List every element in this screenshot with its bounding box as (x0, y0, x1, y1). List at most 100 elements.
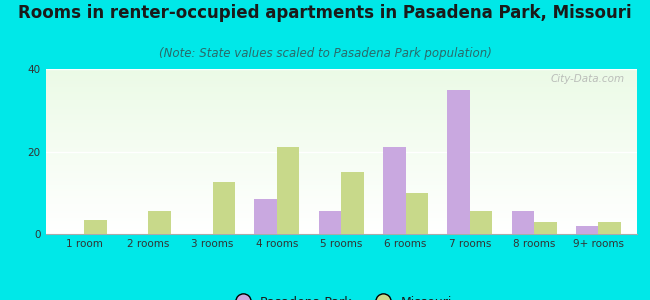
Bar (46, 140, 637, 142)
Bar (383, 147, 406, 234)
Bar (46, 105, 637, 107)
Bar (46, 209, 637, 211)
Bar (46, 72, 637, 74)
Bar (148, 211, 171, 234)
Bar (46, 95, 637, 97)
Bar (46, 153, 637, 155)
Bar (46, 94, 637, 95)
Bar (46, 100, 637, 102)
Bar (46, 226, 637, 227)
Text: (Note: State values scaled to Pasadena Park population): (Note: State values scaled to Pasadena P… (159, 46, 491, 59)
Bar (46, 80, 637, 82)
Bar (46, 137, 637, 138)
Bar (447, 90, 470, 234)
Bar (46, 175, 637, 176)
Bar (46, 82, 637, 84)
Bar (46, 125, 637, 127)
Bar (46, 158, 637, 160)
Bar (599, 222, 621, 234)
Bar (46, 199, 637, 201)
Bar (46, 181, 637, 183)
Bar (46, 133, 637, 135)
Bar (46, 104, 637, 105)
Bar (46, 232, 637, 234)
Bar (46, 229, 637, 231)
Bar (46, 157, 637, 158)
Bar (46, 138, 637, 140)
Bar (46, 201, 637, 203)
Bar (46, 231, 637, 232)
Bar (46, 203, 637, 204)
Bar (46, 109, 637, 110)
Bar (46, 194, 637, 196)
Legend: Pasadena Park, Missouri: Pasadena Park, Missouri (226, 290, 457, 300)
Bar (46, 184, 637, 186)
Bar (46, 227, 637, 229)
Bar (46, 173, 637, 175)
Bar (46, 146, 637, 148)
Bar (46, 163, 637, 165)
Bar (46, 110, 637, 112)
Bar (46, 176, 637, 178)
Bar (46, 85, 637, 87)
Bar (46, 183, 637, 184)
Bar (46, 155, 637, 156)
Bar (46, 130, 637, 132)
Bar (46, 107, 637, 109)
Bar (46, 198, 637, 199)
Bar (46, 168, 637, 170)
Bar (46, 224, 637, 226)
Bar (46, 166, 637, 168)
Bar (406, 193, 428, 234)
Bar (46, 152, 637, 153)
Bar (341, 172, 364, 234)
Bar (512, 211, 534, 234)
Bar (46, 79, 637, 80)
Bar (46, 113, 637, 115)
Bar (470, 211, 492, 234)
Bar (46, 117, 637, 118)
Bar (46, 102, 637, 104)
Bar (277, 147, 300, 234)
Bar (46, 196, 637, 198)
Bar (46, 128, 637, 130)
Bar (46, 112, 637, 113)
Bar (46, 132, 637, 133)
Bar (46, 204, 637, 206)
Text: City-Data.com: City-Data.com (551, 74, 625, 84)
Bar (46, 124, 637, 125)
Bar (46, 122, 637, 124)
Bar (46, 148, 637, 150)
Bar (46, 145, 637, 147)
Bar (46, 218, 637, 219)
Bar (46, 191, 637, 193)
Bar (318, 211, 341, 234)
Bar (46, 90, 637, 92)
Bar (46, 69, 637, 70)
Bar (84, 220, 107, 234)
Bar (46, 193, 637, 194)
Bar (46, 221, 637, 223)
Bar (46, 77, 637, 79)
Bar (254, 199, 277, 234)
Bar (46, 120, 637, 122)
Bar (46, 99, 637, 100)
Bar (213, 182, 235, 234)
Bar (46, 87, 637, 89)
Bar (46, 212, 637, 214)
Bar (46, 190, 637, 191)
Bar (46, 188, 637, 190)
Bar (46, 171, 637, 173)
Bar (46, 222, 637, 224)
Bar (46, 74, 637, 76)
Bar (46, 178, 637, 179)
Bar (46, 219, 637, 221)
Bar (46, 115, 637, 117)
Bar (46, 92, 637, 94)
Bar (46, 143, 637, 145)
Bar (46, 179, 637, 181)
Bar (46, 211, 637, 212)
Bar (46, 186, 637, 188)
Bar (46, 206, 637, 208)
Bar (46, 216, 637, 218)
